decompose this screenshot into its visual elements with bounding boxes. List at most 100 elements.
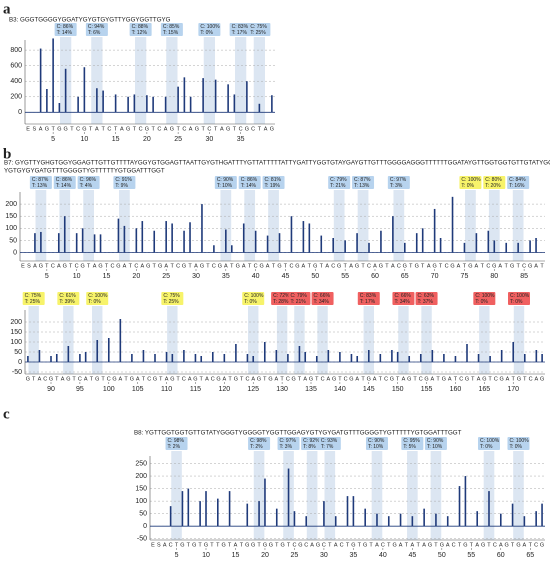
methylation-label: C: 97% xyxy=(390,177,407,183)
dispensation-letter: A xyxy=(38,376,42,382)
peak xyxy=(541,354,543,362)
peak xyxy=(202,78,204,113)
methylation-box xyxy=(415,292,438,305)
methylation-label: C: 87% xyxy=(32,177,49,183)
dispensation-letter: G xyxy=(170,376,174,382)
dispensation-letter: T xyxy=(358,542,362,548)
methylation-box xyxy=(277,437,300,450)
methylation-label: T: 10% xyxy=(217,183,233,189)
dispensation-letter: T xyxy=(417,542,421,548)
cpg-highlight xyxy=(203,37,215,124)
peak xyxy=(183,230,185,253)
x-tick-label: 15 xyxy=(103,273,111,280)
peak xyxy=(96,340,99,362)
dispensation-letter: G xyxy=(182,263,186,269)
peak xyxy=(431,350,434,362)
cpg-highlight xyxy=(35,190,47,261)
methylation-label: T: 17% xyxy=(360,299,376,305)
y-tick-label: 0 xyxy=(18,359,22,366)
y-tick-label: 0 xyxy=(13,249,17,256)
methylation-label: T: 14% xyxy=(57,30,73,36)
peak xyxy=(214,79,217,113)
dispensation-letter: G xyxy=(200,263,204,269)
dispensation-letter: T xyxy=(214,126,218,132)
dispensation-letter: G xyxy=(158,263,162,269)
dispensation-letter: T xyxy=(488,376,492,382)
dispensation-letter: G xyxy=(195,126,199,132)
dispensation-letter: C xyxy=(381,542,385,548)
dispensation-letter: T xyxy=(210,542,214,548)
dispensation-letter: T xyxy=(346,542,350,548)
methylation-box xyxy=(392,292,415,305)
dispensation-letter: C xyxy=(107,126,111,132)
peak xyxy=(298,346,301,362)
peak xyxy=(399,513,402,527)
y-tick-label: 0 xyxy=(18,109,22,116)
peak xyxy=(114,94,117,113)
peak xyxy=(404,242,406,253)
y-tick-label: -50 xyxy=(137,536,147,543)
dispensation-letter: A xyxy=(303,376,307,382)
methylation-label: C: 83% xyxy=(232,24,249,30)
methylation-box xyxy=(242,292,265,305)
methylation-label: C: 79% xyxy=(330,177,347,183)
methylation-box xyxy=(248,23,271,36)
dispensation-letter: A xyxy=(84,376,88,382)
y-tick-label: 250 xyxy=(135,460,147,467)
peak xyxy=(443,354,445,362)
x-tick-label: 70 xyxy=(431,273,439,280)
peak xyxy=(183,350,185,362)
dispensation-letter: G xyxy=(257,376,261,382)
peak xyxy=(165,221,167,253)
dispensation-letter: T xyxy=(523,376,527,382)
dispensation-letter: T xyxy=(487,542,491,548)
methylation-label: C: 91% xyxy=(115,177,132,183)
dispensation-letter: A xyxy=(234,542,238,548)
dispensation-letter: G xyxy=(442,376,446,382)
dispensation-letter: C xyxy=(445,263,449,269)
dispensation-letter: T xyxy=(32,376,36,382)
methylation-label: T: 4% xyxy=(80,183,93,189)
x-tick-label: 75 xyxy=(461,273,469,280)
x-tick-label: 25 xyxy=(291,552,299,559)
methylation-label: C: 83% xyxy=(360,293,377,299)
dispensation-letter: C xyxy=(169,542,173,548)
peak xyxy=(77,96,79,113)
x-tick-label: 40 xyxy=(379,552,387,559)
cpg-highlight xyxy=(407,451,418,540)
peak xyxy=(223,354,226,362)
dispensation-letter: A xyxy=(188,376,192,382)
peak xyxy=(352,496,355,527)
peak xyxy=(242,223,245,253)
dispensation-letter: G xyxy=(82,126,86,132)
methylation-box xyxy=(229,23,252,36)
dispensation-letter: A xyxy=(274,376,278,382)
dispensation-letter: T xyxy=(540,263,544,269)
methylation-label: C: 100% xyxy=(480,438,500,444)
x-tick-label: 140 xyxy=(334,386,346,393)
dispensation-letter: G xyxy=(492,263,496,269)
peak xyxy=(258,501,260,527)
cpg-highlight xyxy=(294,306,305,374)
dispensation-letter: G xyxy=(130,376,134,382)
peak xyxy=(464,476,467,527)
dispensation-letter: A xyxy=(499,542,503,548)
peak xyxy=(275,350,278,362)
peak xyxy=(228,491,231,527)
peak xyxy=(263,342,266,362)
methylation-label: C: 90% xyxy=(427,438,444,444)
methylation-label: T: 14% xyxy=(56,183,72,189)
cpg-highlight xyxy=(91,37,103,124)
dispensation-letter: S xyxy=(27,263,31,269)
dispensation-letter: T xyxy=(114,126,118,132)
dispensation-letter: T xyxy=(385,263,389,269)
x-tick-label: 30 xyxy=(205,136,213,143)
methylation-label: T: 14% xyxy=(241,183,257,189)
peak xyxy=(463,242,466,253)
dispensation-letter: T xyxy=(176,126,180,132)
cpg-highlight xyxy=(276,306,288,374)
dispensation-letter: C xyxy=(331,263,335,269)
dispensation-letter: T xyxy=(343,263,347,269)
methylation-label: C: 84% xyxy=(509,177,526,183)
x-tick-label: 170 xyxy=(507,386,519,393)
